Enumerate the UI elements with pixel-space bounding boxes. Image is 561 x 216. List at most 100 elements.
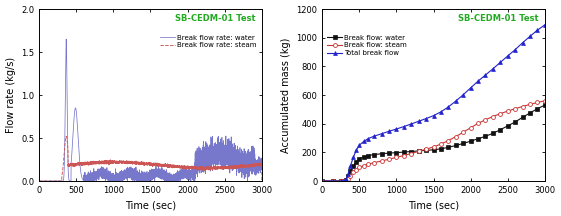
Break flow rate: water: (0, 0): water: (0, 0)	[36, 180, 43, 182]
Break flow rate: steam: (713, 0.212): steam: (713, 0.212)	[89, 162, 95, 164]
Break flow: steam: (700, 128): steam: (700, 128)	[371, 161, 378, 164]
Total break flow	[423, 117, 430, 120]
Total break flow	[415, 120, 422, 122]
Total break flow	[319, 180, 325, 182]
Legend: Break flow: water, Break flow: steam, Total break flow: Break flow: water, Break flow: steam, To…	[325, 33, 408, 57]
Break flow rate: water: (713, 0.00318): water: (713, 0.00318)	[89, 179, 95, 182]
Break flow: water: (2.9e+03, 505): water: (2.9e+03, 505)	[534, 107, 541, 110]
Break flow: water: (620, 178): water: (620, 178)	[365, 154, 371, 157]
Total break flow	[430, 114, 437, 117]
Total break flow	[356, 144, 362, 146]
Total break flow	[497, 61, 504, 64]
Break flow: steam: (150, 0): steam: (150, 0)	[330, 180, 337, 182]
Total break flow	[371, 135, 378, 137]
Break flow rate: water: (697, 0.0369): water: (697, 0.0369)	[88, 176, 94, 179]
Break flow: steam: (3e+03, 560): steam: (3e+03, 560)	[541, 100, 548, 102]
Total break flow	[467, 87, 474, 89]
Total break flow	[385, 130, 392, 133]
Break flow rate: steam: (0, 0): steam: (0, 0)	[36, 180, 43, 182]
Break flow rate: steam: (1.13e+03, 0.235): steam: (1.13e+03, 0.235)	[119, 160, 126, 162]
Break flow: water: (3e+03, 530): water: (3e+03, 530)	[541, 104, 548, 106]
Break flow: water: (2.2e+03, 312): water: (2.2e+03, 312)	[482, 135, 489, 138]
Break flow rate: steam: (365, 0.52): steam: (365, 0.52)	[63, 135, 70, 138]
Break flow: water: (500, 155): water: (500, 155)	[356, 157, 362, 160]
Break flow: steam: (560, 108): steam: (560, 108)	[360, 164, 367, 167]
Break flow: steam: (2.2e+03, 428): steam: (2.2e+03, 428)	[482, 118, 489, 121]
Text: SB-CEDM-01 Test: SB-CEDM-01 Test	[458, 14, 538, 23]
Break flow: steam: (1.1e+03, 178): steam: (1.1e+03, 178)	[401, 154, 407, 157]
Total break flow	[438, 111, 444, 113]
Break flow: water: (2.7e+03, 445): water: (2.7e+03, 445)	[519, 116, 526, 119]
Total break flow	[343, 178, 350, 181]
Break flow: steam: (1e+03, 165): steam: (1e+03, 165)	[393, 156, 400, 159]
Break flow rate: steam: (1.34e+03, 0.203): steam: (1.34e+03, 0.203)	[136, 162, 142, 165]
Break flow: water: (1.7e+03, 235): water: (1.7e+03, 235)	[445, 146, 452, 149]
Break flow: water: (900, 195): water: (900, 195)	[385, 152, 392, 154]
Break flow rate: water: (1.34e+03, 0.023): water: (1.34e+03, 0.023)	[136, 178, 142, 180]
Break flow: steam: (2.4e+03, 470): steam: (2.4e+03, 470)	[497, 112, 504, 115]
X-axis label: Time (sec): Time (sec)	[408, 200, 459, 210]
Break flow rate: water: (729, 0.05): water: (729, 0.05)	[90, 175, 96, 178]
Total break flow	[345, 173, 352, 176]
Break flow: steam: (2.9e+03, 548): steam: (2.9e+03, 548)	[534, 101, 541, 104]
Total break flow	[378, 132, 385, 135]
Total break flow	[337, 180, 344, 182]
Break flow: water: (1.4e+03, 214): water: (1.4e+03, 214)	[423, 149, 430, 152]
Break flow: steam: (1.2e+03, 192): steam: (1.2e+03, 192)	[408, 152, 415, 155]
Total break flow	[527, 35, 534, 38]
Break flow: water: (380, 70): water: (380, 70)	[347, 170, 354, 172]
Break flow rate: steam: (729, 0.212): steam: (729, 0.212)	[90, 162, 96, 164]
Total break flow	[330, 180, 337, 182]
Total break flow	[452, 100, 459, 102]
Break flow: steam: (320, 3): steam: (320, 3)	[343, 179, 350, 182]
Break flow: water: (2.3e+03, 333): water: (2.3e+03, 333)	[490, 132, 496, 135]
Break flow: water: (700, 185): water: (700, 185)	[371, 153, 378, 156]
Break flow: steam: (1.6e+03, 258): steam: (1.6e+03, 258)	[438, 143, 444, 145]
Total break flow	[408, 123, 415, 125]
Line: Break flow: steam: Break flow: steam	[320, 99, 547, 183]
Total break flow	[534, 29, 541, 31]
Break flow: steam: (1.9e+03, 340): steam: (1.9e+03, 340)	[460, 131, 467, 134]
Break flow rate: water: (1.13e+03, 0.013): water: (1.13e+03, 0.013)	[119, 179, 126, 181]
Break flow: steam: (800, 140): steam: (800, 140)	[378, 160, 385, 162]
Break flow: water: (560, 168): water: (560, 168)	[360, 156, 367, 158]
Break flow: water: (1.8e+03, 248): water: (1.8e+03, 248)	[452, 144, 459, 147]
Break flow rate: steam: (697, 0.205): steam: (697, 0.205)	[88, 162, 94, 165]
Total break flow	[401, 125, 407, 128]
Line: Break flow rate: water: Break flow rate: water	[39, 39, 262, 181]
Break flow: steam: (500, 95): steam: (500, 95)	[356, 166, 362, 169]
X-axis label: Time (sec): Time (sec)	[125, 200, 176, 210]
Break flow rate: steam: (2.98e+03, 0.172): steam: (2.98e+03, 0.172)	[257, 165, 264, 168]
Total break flow	[353, 149, 360, 151]
Total break flow	[350, 156, 357, 159]
Text: SB-CEDM-01 Test: SB-CEDM-01 Test	[174, 14, 255, 23]
Break flow: steam: (250, 0): steam: (250, 0)	[337, 180, 344, 182]
Break flow: steam: (2.5e+03, 488): steam: (2.5e+03, 488)	[504, 110, 511, 112]
Break flow rate: water: (2.98e+03, 0.186): water: (2.98e+03, 0.186)	[257, 164, 264, 166]
Total break flow	[460, 94, 467, 96]
Break flow: steam: (900, 152): steam: (900, 152)	[385, 158, 392, 160]
Y-axis label: Accumulated mass (kg): Accumulated mass (kg)	[280, 37, 291, 153]
Break flow: water: (300, 2): water: (300, 2)	[341, 179, 348, 182]
Total break flow	[475, 80, 481, 83]
Break flow: steam: (300, 1): steam: (300, 1)	[341, 179, 348, 182]
Break flow: water: (2e+03, 278): water: (2e+03, 278)	[467, 140, 474, 143]
Line: Break flow rate: steam: Break flow rate: steam	[39, 136, 262, 181]
Break flow: steam: (0, 0): steam: (0, 0)	[319, 180, 325, 182]
Break flow: water: (250, 0): water: (250, 0)	[337, 180, 344, 182]
Break flow: steam: (2e+03, 372): steam: (2e+03, 372)	[467, 126, 474, 129]
Break flow: steam: (2.8e+03, 535): steam: (2.8e+03, 535)	[527, 103, 534, 106]
Break flow: steam: (1.3e+03, 207): steam: (1.3e+03, 207)	[415, 150, 422, 153]
Break flow: water: (1.2e+03, 206): water: (1.2e+03, 206)	[408, 150, 415, 153]
Line: Total break flow: Total break flow	[320, 23, 547, 183]
Break flow: water: (1.5e+03, 218): water: (1.5e+03, 218)	[430, 148, 437, 151]
Break flow: steam: (2.7e+03, 520): steam: (2.7e+03, 520)	[519, 105, 526, 108]
Break flow: steam: (2.1e+03, 402): steam: (2.1e+03, 402)	[475, 122, 481, 125]
Break flow: water: (1.3e+03, 210): water: (1.3e+03, 210)	[415, 150, 422, 152]
Break flow: steam: (1.4e+03, 222): steam: (1.4e+03, 222)	[423, 148, 430, 151]
Break flow: water: (150, 0): water: (150, 0)	[330, 180, 337, 182]
Total break flow	[341, 179, 348, 182]
Y-axis label: Flow rate (kg/s): Flow rate (kg/s)	[6, 57, 16, 133]
Break flow: steam: (1.5e+03, 238): steam: (1.5e+03, 238)	[430, 146, 437, 148]
Total break flow	[490, 68, 496, 70]
